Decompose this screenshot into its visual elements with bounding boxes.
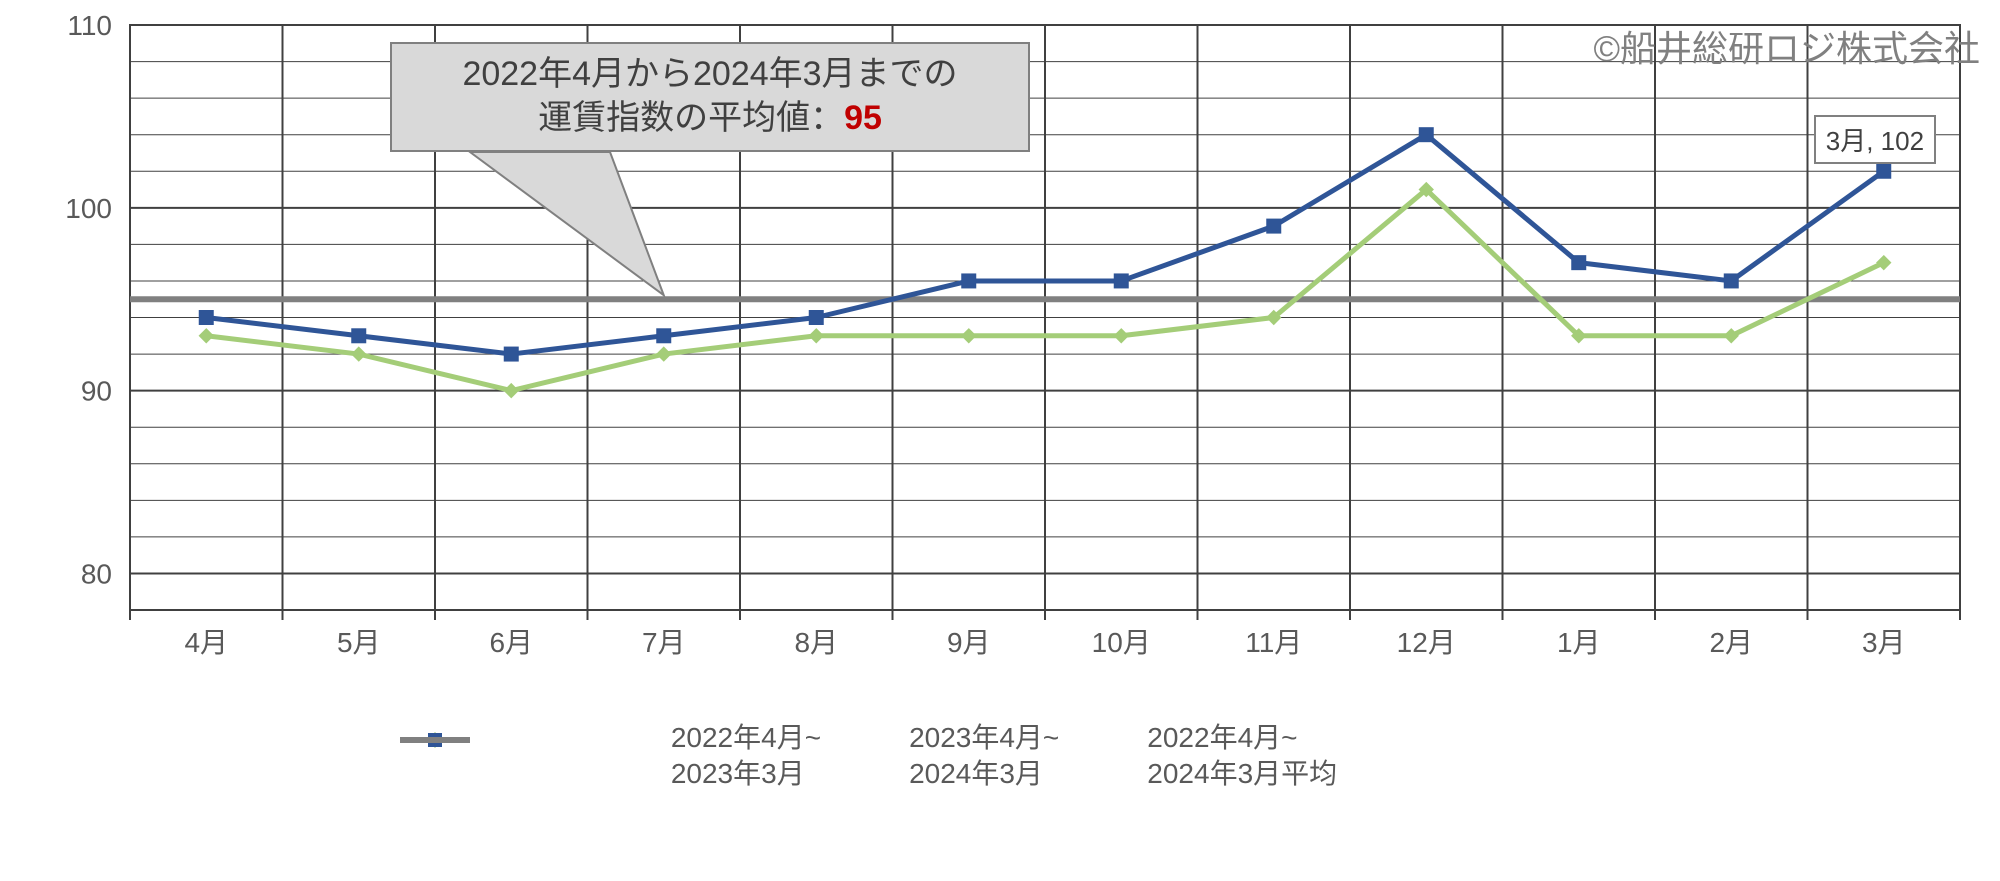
callout-annotation: 2022年4月から2024年3月までの 運賃指数の平均値：95 (390, 42, 1030, 152)
legend-label: 2022年4月~2024年3月平均 (1147, 720, 1337, 793)
legend-item-average: 2022年4月~2024年3月平均 (1139, 720, 1337, 793)
svg-text:12月: 12月 (1397, 627, 1456, 658)
legend-item-s2023: 2023年4月~2024年3月 (901, 720, 1059, 793)
svg-text:10月: 10月 (1092, 627, 1151, 658)
svg-text:1月: 1月 (1557, 627, 1601, 658)
legend-item-s2022: 2022年4月~2023年3月 (663, 720, 821, 793)
copyright-text: ©船井総研ロジ株式会社 (1593, 20, 1980, 72)
callout-line2: 運賃指数の平均値：95 (402, 96, 1018, 140)
svg-text:9月: 9月 (947, 627, 991, 658)
svg-text:80: 80 (81, 558, 112, 589)
legend-label: 2023年4月~2024年3月 (909, 720, 1059, 793)
svg-text:4月: 4月 (184, 627, 228, 658)
legend-label: 2022年4月~2023年3月 (671, 720, 821, 793)
svg-text:8月: 8月 (794, 627, 838, 658)
svg-text:110: 110 (67, 10, 112, 41)
last-point-data-label: 3月, 102 (1814, 115, 1936, 164)
svg-text:11月: 11月 (1245, 627, 1302, 658)
svg-text:90: 90 (81, 376, 112, 407)
callout-line1: 2022年4月から2024年3月までの (402, 52, 1018, 96)
line-chart: 80 90 100 110 4月 5月 6月 7月 8月 9月 10月 11月 12月 1月 2月 3月 ©船… (0, 0, 2000, 881)
svg-text:5月: 5月 (337, 627, 381, 658)
callout-value: 95 (844, 99, 882, 137)
callout-prefix: 運賃指数の平均値： (538, 99, 844, 137)
svg-text:3月: 3月 (1862, 627, 1906, 658)
svg-text:6月: 6月 (489, 627, 533, 658)
svg-text:2月: 2月 (1709, 627, 1753, 658)
legend: 2022年4月~2023年3月 2023年4月~2024年3月 2022年4月~20… (400, 720, 1600, 793)
svg-text:7月: 7月 (642, 627, 686, 658)
svg-text:100: 100 (65, 193, 112, 224)
